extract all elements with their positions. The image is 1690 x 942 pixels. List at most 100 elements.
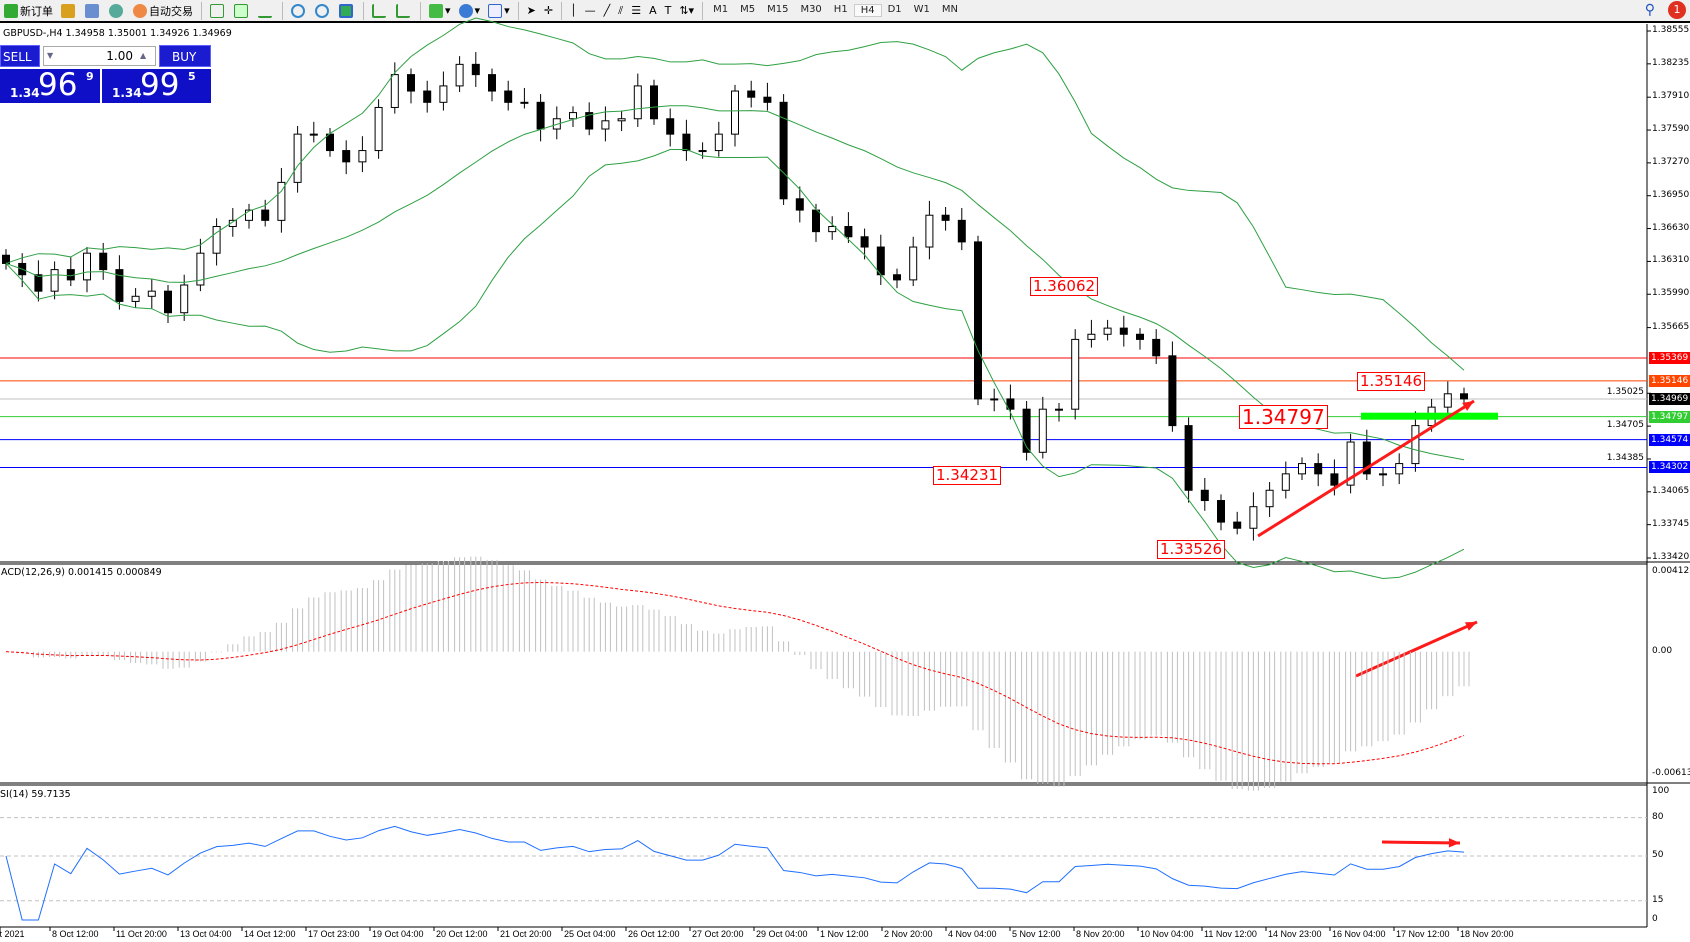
- bull-candle: [277, 181, 286, 221]
- channel-tool[interactable]: ⫽: [614, 1, 627, 21]
- price-level-tag: 1.35146: [1649, 374, 1690, 387]
- lot-increase-icon[interactable]: ▲: [140, 51, 147, 60]
- bull-candle: [228, 219, 237, 228]
- bear-candle: [844, 226, 853, 238]
- rsi-line: [5, 825, 1465, 921]
- sell-price[interactable]: 1.34 96 9: [0, 67, 100, 103]
- arrows-tool[interactable]: ⇅▾: [675, 1, 698, 21]
- bull-candle: [828, 226, 837, 233]
- sell-button[interactable]: SELL: [0, 45, 40, 67]
- bull-candle: [601, 120, 610, 130]
- chart-shift-button[interactable]: [368, 1, 392, 21]
- trendline-tool[interactable]: ╱: [600, 1, 615, 21]
- timeframe-w1[interactable]: W1: [913, 4, 930, 15]
- price-tick-label: 1.34705: [1606, 420, 1644, 431]
- auto-trading-button[interactable]: 自动交易: [129, 1, 197, 21]
- cursor-tool[interactable]: ➤: [523, 1, 540, 21]
- market-watch-button[interactable]: [57, 1, 81, 21]
- bear-candle: [99, 252, 108, 271]
- bar-chart-button[interactable]: [206, 1, 230, 21]
- tile-windows-button[interactable]: [335, 1, 359, 21]
- signals-button[interactable]: [105, 1, 129, 21]
- bear-candle: [876, 246, 885, 276]
- price-tick-label: 1.35665: [1652, 321, 1690, 332]
- vertical-line-tool[interactable]: │: [566, 1, 581, 21]
- time-label: 2 Nov 20:00: [884, 929, 933, 939]
- fibonacci-tool[interactable]: ☰: [627, 1, 645, 21]
- bull-candle: [245, 209, 253, 221]
- timeframe-h4[interactable]: H4: [853, 4, 882, 17]
- indicators-button[interactable]: ▾: [425, 1, 455, 21]
- timeframe-m15[interactable]: M15: [767, 4, 789, 15]
- trend-arrow: [1257, 399, 1475, 538]
- search-icon[interactable]: ⚲: [1644, 2, 1655, 18]
- buy-button[interactable]: BUY: [159, 45, 211, 67]
- timeframe-m30[interactable]: M30: [800, 4, 822, 15]
- candle-chart-button[interactable]: [230, 1, 254, 21]
- bull-candle: [1298, 463, 1306, 475]
- autoscroll-button[interactable]: [392, 1, 416, 21]
- tile-icon: [339, 3, 353, 18]
- bear-candle: [1460, 393, 1468, 400]
- bull-candle: [439, 85, 448, 103]
- timeframe-h1[interactable]: H1: [833, 4, 848, 15]
- bull-candle: [909, 246, 918, 281]
- bull-candle: [1055, 408, 1063, 411]
- price-tick-label: 1.34385: [1606, 452, 1644, 463]
- bear-candle: [666, 118, 675, 135]
- buy-price[interactable]: 1.34 99 5: [102, 67, 211, 103]
- price-tick-label: 1.34065: [1652, 485, 1690, 496]
- separator: [201, 1, 202, 20]
- bear-candle: [1233, 521, 1242, 529]
- bear-candle: [650, 85, 658, 120]
- crosshair-tool[interactable]: ✛: [540, 1, 557, 21]
- one-click-trading-panel: SELL 1.00 ▼ ▲ BUY 1.34 96 9 1.34 99 5: [0, 45, 211, 103]
- price-tick-label: 1.35025: [1606, 387, 1644, 398]
- timeframe-m1[interactable]: M1: [713, 4, 729, 15]
- text-label-tool[interactable]: T: [661, 1, 676, 21]
- timeframe-mn[interactable]: MN: [941, 4, 958, 15]
- signal-icon: [109, 3, 123, 18]
- bollinger-upper: [5, 17, 1465, 371]
- clock-icon: [458, 3, 473, 18]
- chart-shift-icon: [372, 3, 386, 18]
- bear-candle: [115, 269, 124, 302]
- bar-chart-icon: [210, 3, 224, 18]
- timeframe-d1[interactable]: D1: [887, 4, 902, 15]
- price-annotation: 1.36062: [1030, 277, 1099, 296]
- bear-candle: [261, 209, 270, 221]
- rsi-tick-label: 100: [1652, 786, 1670, 796]
- time-label: 10 Nov 04:00: [1140, 929, 1194, 939]
- zoom-out-button[interactable]: [311, 1, 335, 21]
- navigator-button[interactable]: [81, 1, 105, 21]
- bull-candle: [925, 214, 934, 248]
- bull-candle: [212, 226, 221, 254]
- new-order-button[interactable]: 新订单: [0, 1, 57, 21]
- bear-candle: [164, 290, 172, 314]
- macd-label: ACD(12,26,9) 0.001415 0.000849: [1, 567, 162, 578]
- periods-button[interactable]: ▾: [455, 1, 485, 21]
- templates-button[interactable]: ▾: [484, 1, 514, 21]
- template-icon: [488, 3, 503, 18]
- text-tool[interactable]: A: [645, 1, 661, 21]
- time-label: 4 Nov 04:00: [948, 929, 997, 939]
- bull-candle: [1379, 473, 1387, 476]
- bear-candle: [860, 236, 869, 248]
- channel-icon: ⫽: [618, 3, 624, 17]
- bull-candle: [50, 269, 59, 292]
- gold-icon: [61, 3, 75, 18]
- zoom-in-button[interactable]: [287, 1, 311, 21]
- add-indicator-icon: [429, 3, 443, 18]
- timeframe-m5[interactable]: M5: [740, 4, 756, 15]
- time-label: 29 Oct 04:00: [756, 929, 808, 939]
- price-level-tag: 1.34302: [1649, 461, 1690, 474]
- lot-size-input[interactable]: 1.00: [43, 46, 156, 66]
- notification-badge[interactable]: 1: [1668, 1, 1686, 19]
- line-chart-button[interactable]: [254, 1, 278, 21]
- price-level-tag: 1.34797: [1649, 410, 1690, 423]
- horizontal-line-tool[interactable]: —: [581, 1, 600, 21]
- bear-candle: [1152, 338, 1161, 357]
- lot-decrease-icon[interactable]: ▼: [47, 51, 54, 60]
- time-label: 18 Nov 20:00: [1460, 929, 1514, 939]
